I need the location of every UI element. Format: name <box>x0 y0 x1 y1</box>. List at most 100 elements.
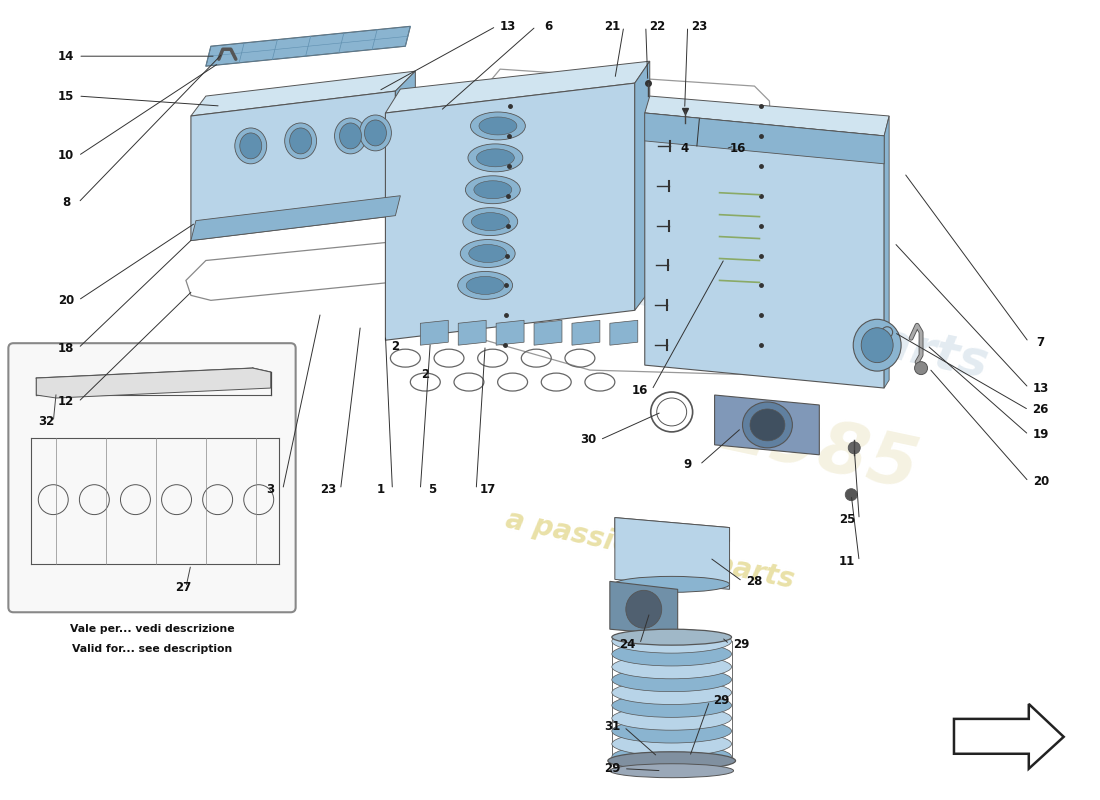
Ellipse shape <box>285 123 317 159</box>
Ellipse shape <box>612 630 732 653</box>
Text: 14: 14 <box>58 50 75 62</box>
Ellipse shape <box>612 642 732 666</box>
Text: 29: 29 <box>714 694 729 707</box>
FancyBboxPatch shape <box>9 343 296 612</box>
Text: Valid for... see description: Valid for... see description <box>72 644 232 654</box>
Ellipse shape <box>612 732 732 756</box>
Text: 5: 5 <box>428 483 437 496</box>
Circle shape <box>914 362 927 374</box>
Polygon shape <box>645 113 884 164</box>
Ellipse shape <box>471 112 526 140</box>
Ellipse shape <box>612 668 732 692</box>
Text: 23: 23 <box>320 483 337 496</box>
Polygon shape <box>191 71 416 116</box>
Polygon shape <box>496 320 524 345</box>
Ellipse shape <box>474 181 512 198</box>
Polygon shape <box>954 704 1064 769</box>
Ellipse shape <box>460 239 515 267</box>
Ellipse shape <box>614 576 729 592</box>
Text: 23: 23 <box>692 20 707 33</box>
Polygon shape <box>635 61 650 310</box>
Polygon shape <box>385 83 635 340</box>
Ellipse shape <box>742 402 792 448</box>
Ellipse shape <box>364 120 386 146</box>
Text: 8: 8 <box>62 196 70 209</box>
Polygon shape <box>395 71 416 216</box>
Ellipse shape <box>469 245 507 262</box>
Text: 4: 4 <box>681 142 689 155</box>
Text: 16: 16 <box>729 142 746 155</box>
Ellipse shape <box>340 123 362 149</box>
Text: 2: 2 <box>421 368 429 381</box>
Ellipse shape <box>612 655 732 679</box>
Text: 13: 13 <box>1033 382 1049 394</box>
Polygon shape <box>609 320 638 345</box>
Text: 29: 29 <box>604 762 620 775</box>
Text: a passion for parts: a passion for parts <box>503 505 796 594</box>
Polygon shape <box>191 196 400 241</box>
Text: 17: 17 <box>480 483 496 496</box>
Text: 16: 16 <box>631 383 648 397</box>
Text: 20: 20 <box>1033 475 1049 488</box>
Text: 21: 21 <box>604 20 620 33</box>
Text: 20: 20 <box>58 294 75 307</box>
Text: eurosportparts: eurosportparts <box>566 253 992 388</box>
Text: 1985: 1985 <box>714 395 925 505</box>
Ellipse shape <box>240 133 262 159</box>
Polygon shape <box>884 116 889 388</box>
Ellipse shape <box>626 590 662 628</box>
Polygon shape <box>206 26 410 66</box>
Ellipse shape <box>465 176 520 204</box>
Text: 15: 15 <box>58 90 75 102</box>
Text: 7: 7 <box>1036 336 1045 349</box>
Ellipse shape <box>360 115 392 151</box>
Text: 27: 27 <box>175 582 191 594</box>
Ellipse shape <box>458 271 513 299</box>
Text: 31: 31 <box>604 720 620 734</box>
Text: 28: 28 <box>746 575 762 588</box>
Text: 26: 26 <box>1033 403 1049 417</box>
Text: 25: 25 <box>839 513 856 526</box>
Polygon shape <box>572 320 600 345</box>
Ellipse shape <box>234 128 266 164</box>
Polygon shape <box>609 582 678 635</box>
Text: 24: 24 <box>619 638 636 650</box>
Text: 6: 6 <box>543 20 552 33</box>
Ellipse shape <box>478 117 517 135</box>
Polygon shape <box>420 320 449 345</box>
Text: 12: 12 <box>58 395 75 409</box>
Polygon shape <box>645 113 884 388</box>
Polygon shape <box>385 61 650 113</box>
Text: 19: 19 <box>1033 428 1049 442</box>
Text: 13: 13 <box>500 20 516 33</box>
Ellipse shape <box>608 752 736 770</box>
Polygon shape <box>645 96 889 136</box>
Polygon shape <box>715 395 820 455</box>
Text: 3: 3 <box>266 483 275 496</box>
Text: 11: 11 <box>839 555 856 568</box>
Polygon shape <box>615 518 729 590</box>
Ellipse shape <box>612 694 732 718</box>
Polygon shape <box>36 368 271 398</box>
Text: 18: 18 <box>58 342 75 354</box>
Text: 22: 22 <box>650 20 666 33</box>
Text: 29: 29 <box>734 638 750 650</box>
Polygon shape <box>534 320 562 345</box>
Circle shape <box>845 489 857 501</box>
Text: 9: 9 <box>683 458 692 471</box>
Ellipse shape <box>463 208 518 235</box>
Ellipse shape <box>612 681 732 705</box>
Ellipse shape <box>861 328 893 362</box>
Ellipse shape <box>612 745 732 769</box>
Ellipse shape <box>334 118 366 154</box>
Ellipse shape <box>466 277 504 294</box>
Polygon shape <box>459 320 486 345</box>
Ellipse shape <box>468 144 522 172</box>
Text: 30: 30 <box>580 434 596 446</box>
Ellipse shape <box>854 319 901 371</box>
Text: 1: 1 <box>376 483 385 496</box>
Ellipse shape <box>612 630 732 645</box>
Ellipse shape <box>471 213 509 230</box>
Ellipse shape <box>476 149 515 167</box>
Polygon shape <box>615 518 729 542</box>
